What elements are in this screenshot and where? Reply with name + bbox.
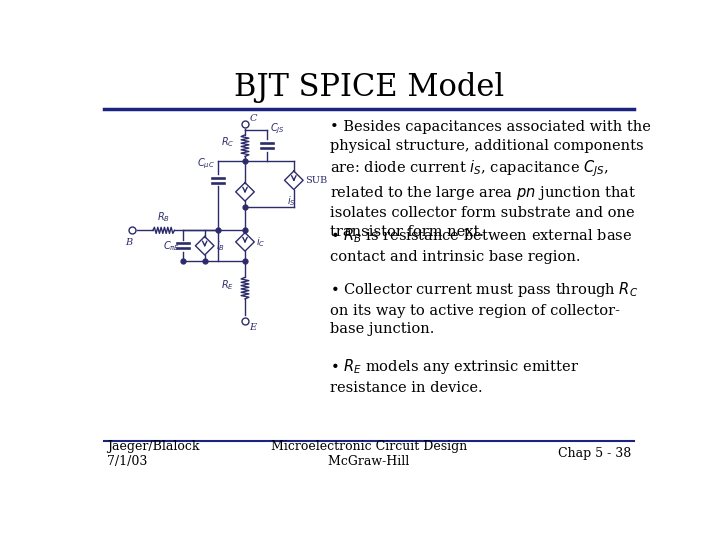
Text: Jaeger/Blalock
7/1/03: Jaeger/Blalock 7/1/03 — [107, 440, 199, 468]
Text: BJT SPICE Model: BJT SPICE Model — [234, 72, 504, 103]
Text: $R_C$: $R_C$ — [221, 136, 234, 150]
Text: $C_{\mu C}$: $C_{\mu C}$ — [197, 157, 215, 171]
Text: $i_S$: $i_S$ — [287, 194, 296, 208]
Text: E: E — [250, 323, 257, 332]
Text: $C_{JS}$: $C_{JS}$ — [270, 122, 284, 137]
Text: $i_C$: $i_C$ — [256, 235, 265, 249]
Text: $R_B$: $R_B$ — [157, 211, 170, 224]
Text: SUB: SUB — [305, 176, 327, 185]
Text: • $R_B$ is resistance between external base
contact and intrinsic base region.: • $R_B$ is resistance between external b… — [330, 226, 633, 264]
Text: C: C — [250, 113, 257, 123]
Text: Microelectronic Circuit Design
Mc​Graw-Hill: Microelectronic Circuit Design Mc​Graw-H… — [271, 440, 467, 468]
Text: • $R_E$ models any extrinsic emitter
resistance in device.: • $R_E$ models any extrinsic emitter res… — [330, 357, 580, 395]
Text: $i_B$: $i_B$ — [215, 239, 225, 253]
Text: B: B — [125, 238, 132, 247]
Text: Chap 5 - 38: Chap 5 - 38 — [558, 447, 631, 460]
Text: $R_E$: $R_E$ — [221, 278, 234, 292]
Text: • Besides capacitances associated with the
physical structure, additional compon: • Besides capacitances associated with t… — [330, 120, 651, 239]
Text: $C_{\pi E}$: $C_{\pi E}$ — [163, 239, 180, 253]
Text: • Collector current must pass through $R_C$
on its way to active region of colle: • Collector current must pass through $R… — [330, 280, 639, 336]
